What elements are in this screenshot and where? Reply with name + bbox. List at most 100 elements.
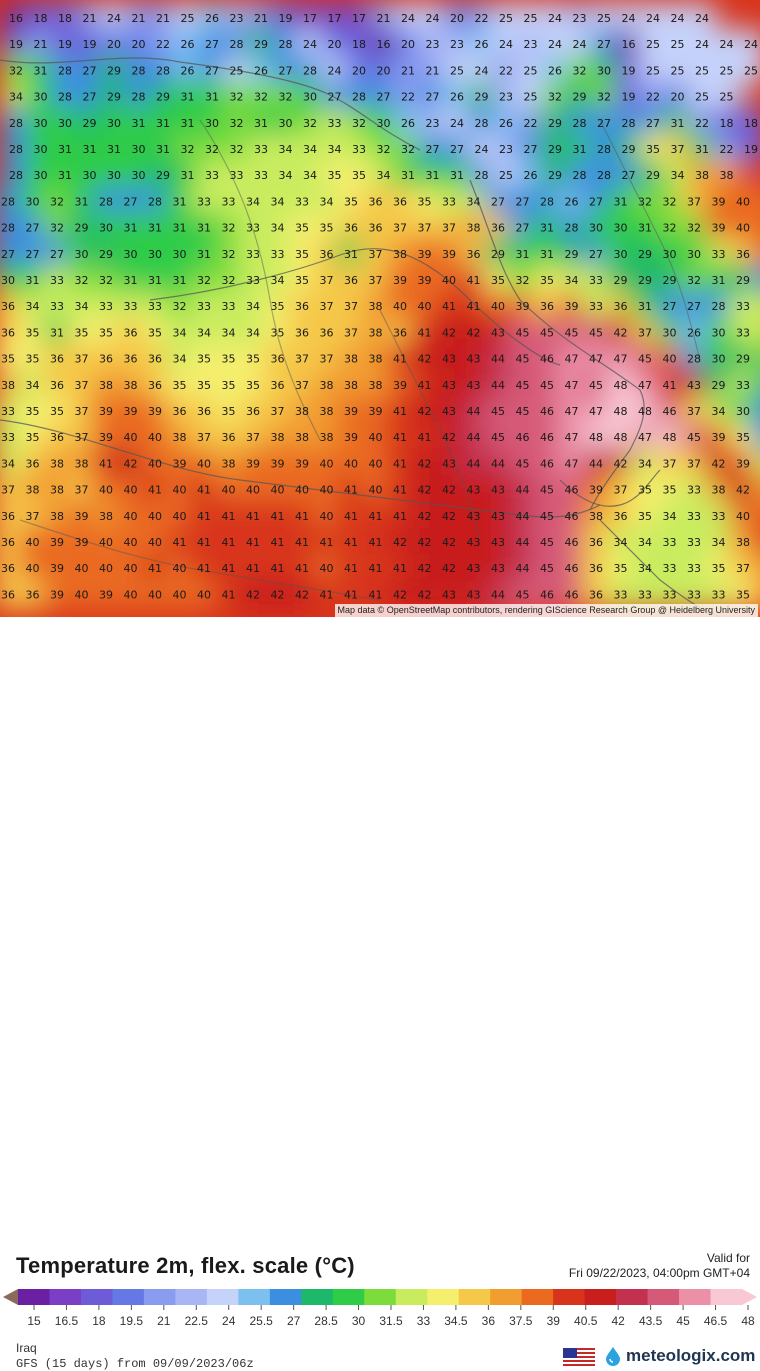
heat-cell	[679, 186, 709, 217]
temperature-value: 28	[279, 38, 293, 51]
temperature-value: 21	[34, 38, 48, 51]
heat-cell	[663, 2, 692, 34]
temperature-value: 19	[9, 38, 23, 51]
heat-cell	[263, 343, 292, 374]
temperature-value: 28	[230, 38, 244, 51]
temperature-value: 31	[254, 117, 268, 130]
heat-cell	[410, 526, 439, 558]
scale-swatch	[301, 1289, 334, 1305]
heat-cell	[704, 317, 733, 348]
heat-cell	[655, 264, 684, 296]
temperature-value: 23	[426, 38, 440, 51]
temperature-value: 30	[589, 222, 603, 235]
heat-cell	[679, 448, 709, 479]
temperature-value: 40	[173, 562, 187, 575]
temperature-value: 35	[663, 484, 677, 497]
temperature-value: 33	[124, 300, 138, 313]
temperature-value: 41	[320, 588, 334, 601]
heat-cell	[753, 553, 760, 584]
heat-cell	[540, 133, 570, 165]
heat-cell	[67, 343, 96, 374]
heat-cell	[712, 160, 741, 191]
temperature-value: 45	[516, 588, 530, 601]
scale-tick-label: 21	[157, 1314, 171, 1328]
heat-cell	[189, 526, 219, 558]
heat-cell	[410, 291, 439, 322]
heat-cell	[728, 343, 758, 374]
temperature-value: 31	[426, 169, 440, 182]
heat-cell	[116, 579, 145, 610]
heat-cell	[67, 317, 96, 348]
temperature-value: 42	[442, 326, 456, 339]
temperature-value: 25	[230, 64, 244, 77]
temperature-value: 23	[499, 143, 513, 156]
heat-cell	[312, 343, 341, 374]
temperature-value: 33	[254, 143, 268, 156]
heat-cell	[655, 291, 684, 322]
temperature-value: 32	[222, 222, 236, 235]
heat-cell	[344, 160, 374, 191]
temperature-value: 33	[736, 326, 750, 339]
temperature-value: 37	[320, 353, 334, 366]
brand-logo[interactable]: meteologix.com	[603, 1346, 755, 1366]
us-flag-icon[interactable]	[563, 1348, 595, 1366]
temperature-value: 41	[320, 536, 334, 549]
temperature-value: 34	[26, 300, 40, 313]
temperature-value: 43	[467, 588, 481, 601]
temperature-value: 41	[295, 562, 309, 575]
heat-cell	[606, 395, 635, 427]
heat-cell	[753, 448, 760, 479]
heat-cell	[508, 186, 537, 217]
temperature-value: 43	[491, 510, 505, 523]
heat-cell	[589, 29, 619, 60]
heat-cell	[589, 133, 619, 165]
temperature-value: 37	[418, 222, 432, 235]
heat-cell	[712, 55, 741, 86]
temperature-value: 24	[622, 12, 636, 25]
temperature-value: 21	[401, 64, 415, 77]
heat-cell	[361, 526, 390, 558]
heat-cell	[263, 553, 292, 584]
heat-cell	[704, 526, 733, 558]
temperature-value: 24	[646, 12, 660, 25]
heat-cell	[704, 422, 733, 453]
temperature-value: 43	[491, 484, 505, 497]
heat-cell	[116, 317, 145, 348]
heat-cell	[140, 186, 170, 217]
temperature-value: 25	[524, 91, 538, 104]
temperature-value: 30	[132, 143, 146, 156]
temperature-value: 23	[230, 12, 244, 25]
scale-tick-label: 43.5	[639, 1314, 663, 1328]
temperature-value: 30	[34, 91, 48, 104]
heat-cell	[173, 160, 202, 191]
heat-cell	[26, 81, 55, 112]
temperature-value: 36	[540, 300, 554, 313]
heat-cell	[442, 107, 472, 138]
temperature-value: 39	[736, 457, 750, 470]
heat-cell	[418, 55, 447, 86]
heat-cell	[728, 474, 758, 505]
temperature-value: 24	[548, 12, 562, 25]
temperature-value: 40	[26, 562, 40, 575]
temperature-value: 33	[663, 562, 677, 575]
heat-cell	[50, 133, 80, 165]
heat-cell	[638, 81, 668, 112]
temperature-value: 29	[83, 117, 97, 130]
heat-cell	[491, 160, 521, 191]
temperature-value: 27	[589, 195, 603, 208]
heat-cell	[508, 264, 537, 296]
temperature-value: 40	[736, 510, 750, 523]
temperature-map[interactable]: 16 18 18 21 24 21 21 25 26 23 21 19 17 17 17 21 24 24 20 22…	[0, 0, 760, 617]
heat-cell	[222, 107, 251, 138]
heat-cell	[491, 2, 521, 34]
temperature-value: 24	[744, 38, 758, 51]
temperature-value: 37	[26, 510, 40, 523]
temperature-value: 45	[491, 405, 505, 418]
scale-swatch	[238, 1289, 271, 1305]
temperature-value: 29	[736, 353, 750, 366]
heat-cell	[687, 160, 717, 191]
temperature-value: 38	[320, 379, 334, 392]
temperature-value: 41	[369, 588, 383, 601]
heat-cell	[50, 29, 80, 60]
temperature-value: 33	[687, 562, 701, 575]
